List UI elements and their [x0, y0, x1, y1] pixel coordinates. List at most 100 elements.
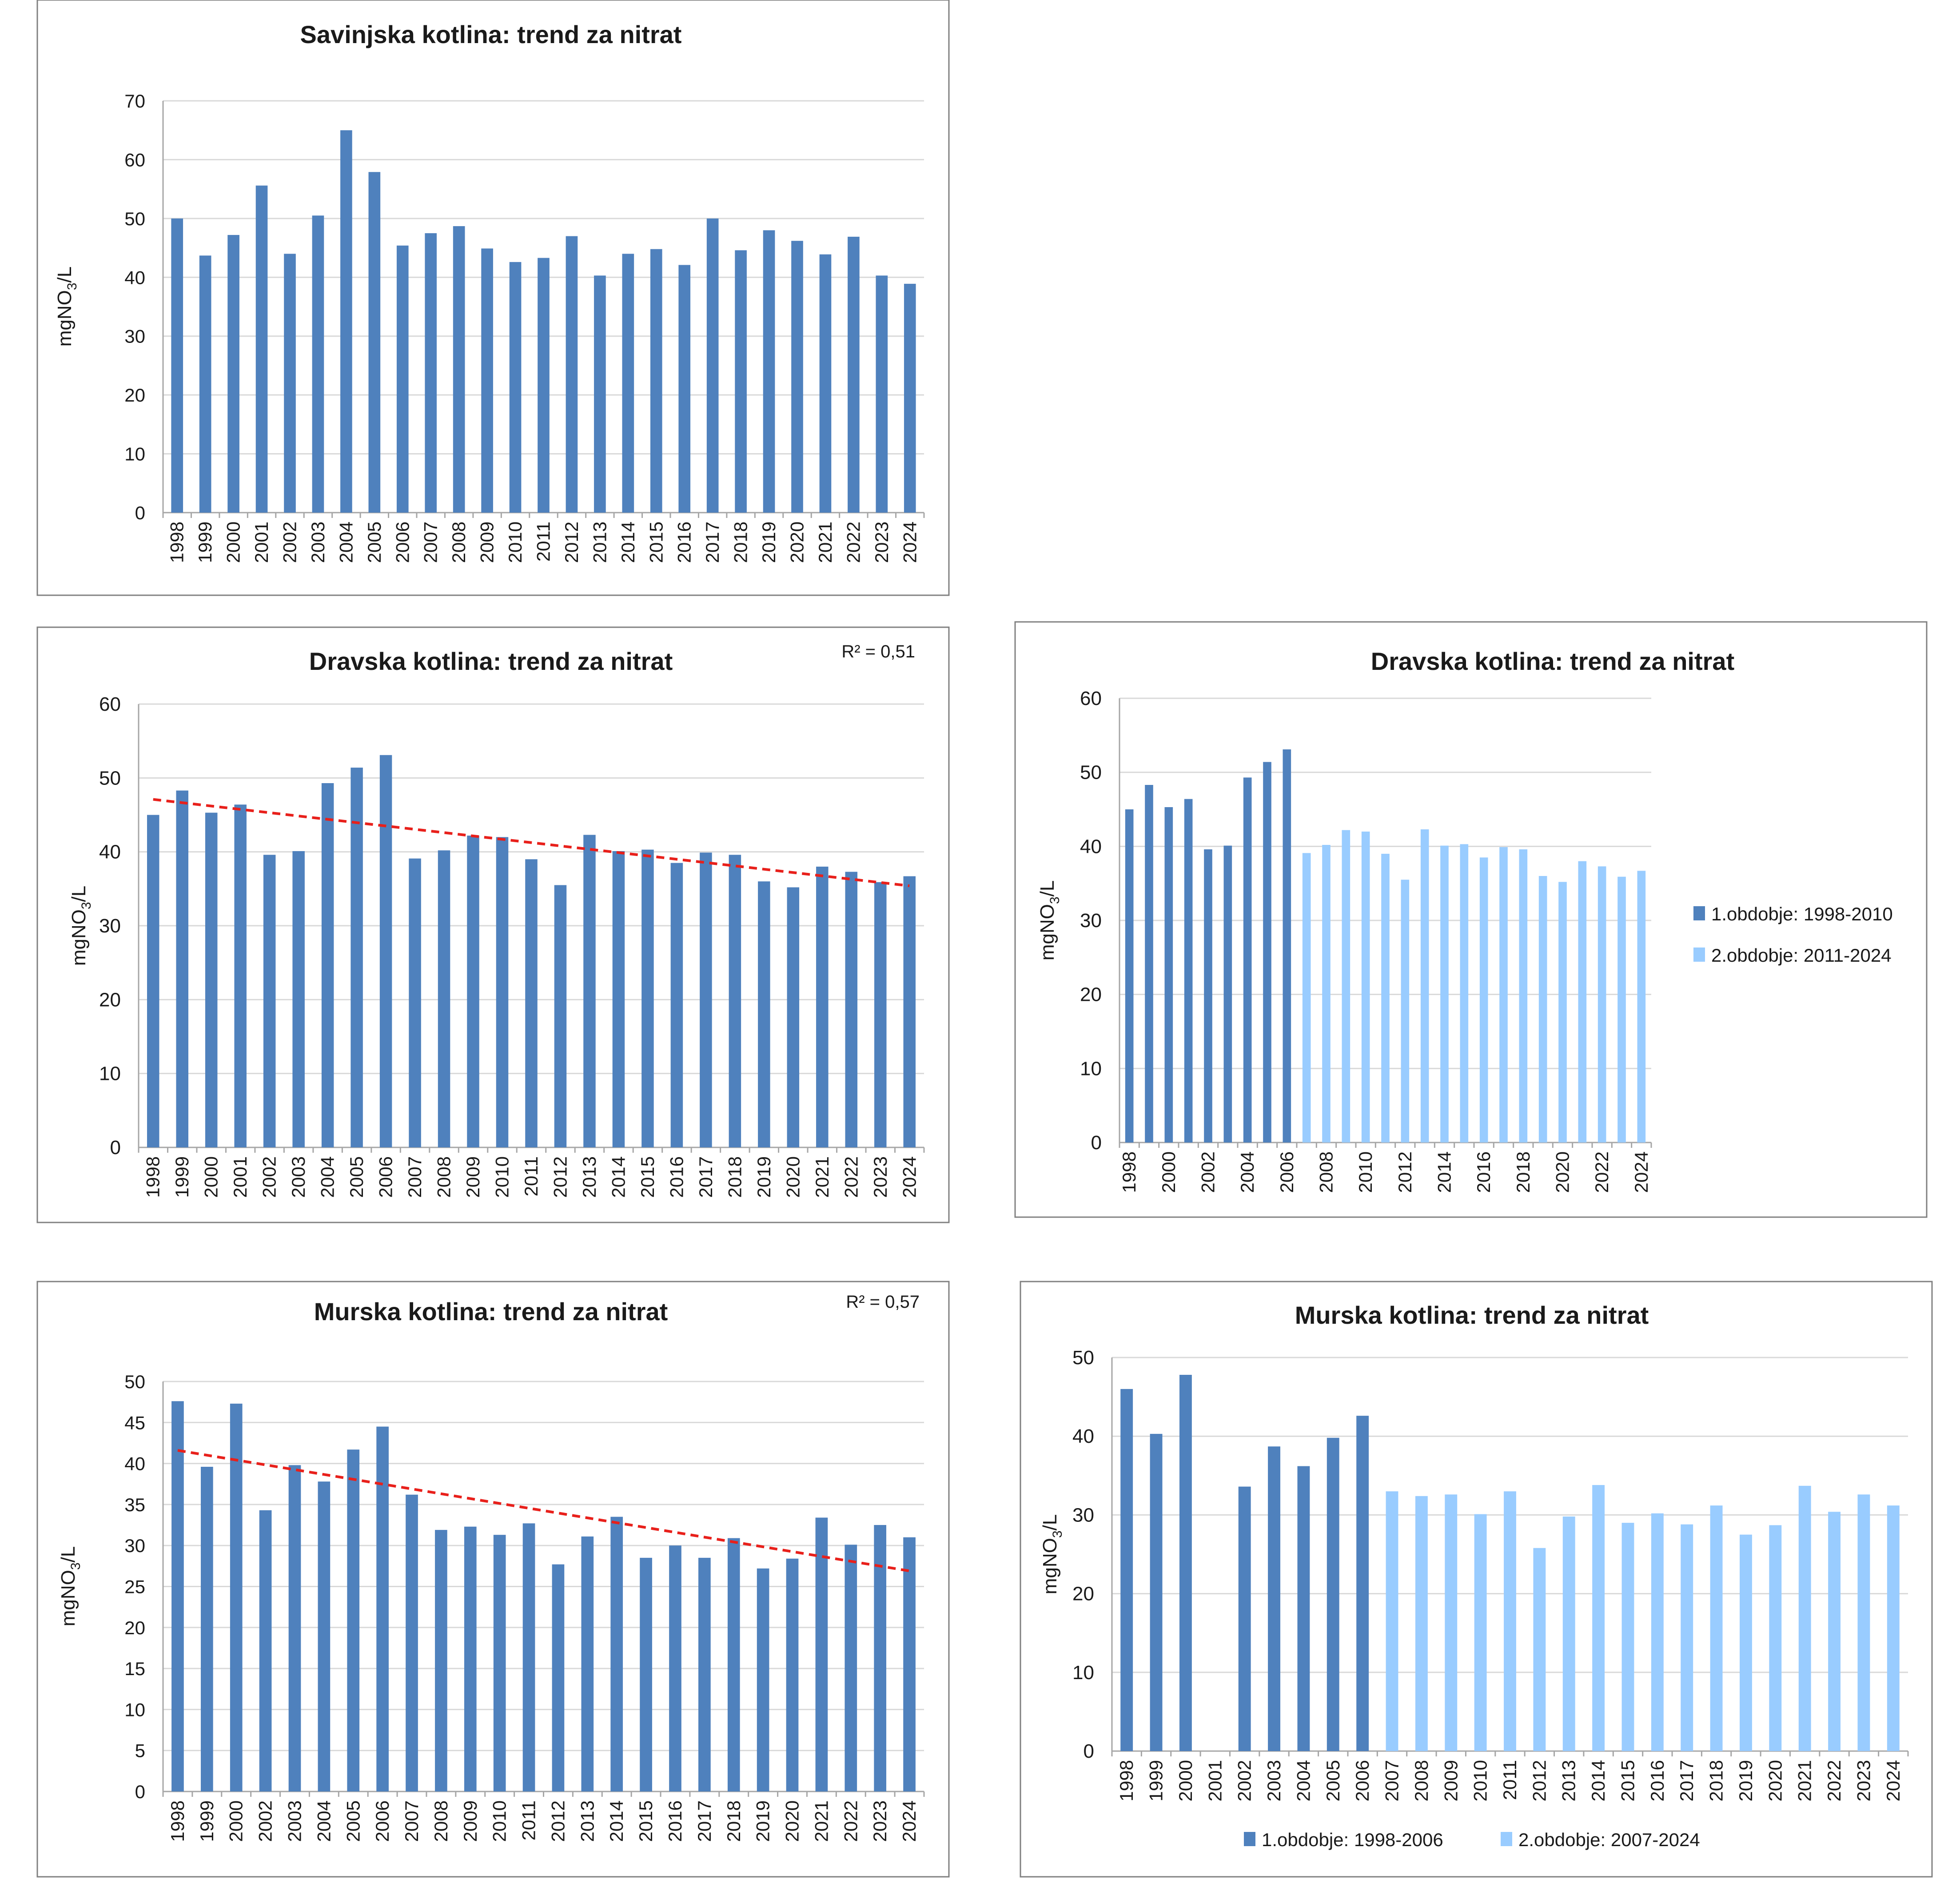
bar [406, 1494, 418, 1792]
bar [1381, 854, 1390, 1143]
bar [1828, 1512, 1841, 1751]
x-tick-label: 2012 [550, 1156, 570, 1198]
bar [1479, 857, 1488, 1143]
x-tick-label: 2015 [1617, 1760, 1638, 1801]
bar [464, 1526, 477, 1792]
chart-title: Savinjska kotlina: trend za nitrat [300, 20, 682, 48]
bar [1769, 1525, 1782, 1751]
x-tick-label: 2018 [724, 1156, 745, 1198]
bar [554, 885, 567, 1147]
bar [1460, 844, 1469, 1143]
bar [594, 275, 606, 513]
x-tick-label: 2004 [1237, 1151, 1258, 1193]
x-tick-label: 2010 [492, 1156, 513, 1198]
y-axis-label-sub: 3 [68, 1562, 83, 1570]
x-tick-label: 2024 [899, 1156, 920, 1198]
x-tick-label: 2006 [1276, 1151, 1297, 1193]
y-axis-label-tail: /L [1039, 1514, 1061, 1531]
chart-title: Murska kotlina: trend za nitrat [1295, 1301, 1649, 1329]
x-tick-label: 2014 [1434, 1151, 1455, 1193]
bar [321, 783, 334, 1147]
y-tick-label: 0 [1091, 1132, 1102, 1154]
bar [368, 172, 381, 513]
bar [1533, 1548, 1546, 1751]
x-tick-label: 2019 [758, 522, 779, 563]
bar [698, 1557, 711, 1792]
x-tick-label: 2013 [577, 1800, 598, 1842]
x-tick-label: 2014 [1588, 1760, 1609, 1801]
bar [758, 881, 770, 1147]
y-axis-label-sub: 3 [79, 902, 94, 909]
bar [1578, 861, 1587, 1143]
bar [1651, 1513, 1664, 1751]
bar [1740, 1534, 1752, 1751]
chart-border [36, 626, 950, 1223]
y-axis-label-tail: /L [68, 886, 90, 902]
x-tick-label: 2004 [313, 1800, 334, 1842]
x-tick-label: 1999 [195, 522, 215, 563]
bar [318, 1481, 331, 1792]
x-tick-label: 2003 [307, 522, 328, 563]
bar [1440, 845, 1449, 1143]
bar [1710, 1505, 1723, 1751]
x-tick-label: 2023 [870, 1156, 891, 1198]
bar [729, 855, 741, 1147]
x-tick-label: 2000 [1158, 1151, 1179, 1193]
x-tick-label: 2017 [695, 1156, 716, 1198]
bar [566, 236, 578, 513]
x-tick-label: 2020 [787, 522, 808, 563]
bar [1798, 1485, 1811, 1751]
x-tick-label: 1998 [167, 1800, 188, 1842]
y-tick-label: 10 [99, 1063, 121, 1085]
bar [1420, 829, 1429, 1143]
bar [1179, 1374, 1192, 1751]
x-tick-label: 2006 [1352, 1760, 1373, 1801]
y-tick-label: 0 [135, 502, 145, 523]
y-axis-label: mgNO3/L [68, 886, 94, 966]
x-tick-label: 2020 [782, 1800, 803, 1842]
bar [583, 835, 596, 1147]
y-axis-label-main: mgNO [54, 290, 76, 346]
bar [786, 1558, 799, 1792]
x-tick-label: 2000 [201, 1156, 222, 1198]
y-tick-label: 20 [124, 385, 145, 406]
bar [1597, 866, 1606, 1143]
bar [1356, 1416, 1369, 1751]
y-axis-label-sub: 3 [65, 283, 80, 290]
bar [396, 245, 409, 513]
y-axis-label-tail: /L [54, 267, 76, 283]
x-tick-label: 2014 [617, 522, 638, 563]
x-tick-label: 2012 [1529, 1760, 1550, 1801]
y-tick-label: 35 [124, 1494, 145, 1515]
bar [234, 804, 247, 1147]
bar [640, 1557, 652, 1792]
x-tick-label: 2023 [1853, 1760, 1874, 1801]
y-axis-label: mgNO3/L [1036, 880, 1062, 961]
y-tick-label: 15 [124, 1658, 145, 1679]
y-tick-label: 40 [124, 1453, 145, 1474]
bar [706, 218, 719, 513]
x-tick-label: 2024 [899, 522, 920, 563]
x-tick-label: 2015 [645, 522, 666, 563]
bar [903, 876, 916, 1147]
bar [1297, 1466, 1310, 1751]
bar [1681, 1524, 1693, 1751]
x-tick-label: 2008 [1411, 1760, 1432, 1801]
x-tick-label: 2017 [702, 522, 723, 563]
x-tick-label: 2011 [533, 522, 554, 561]
bar [581, 1536, 594, 1792]
bar [1184, 799, 1193, 1143]
bar [425, 233, 437, 513]
x-tick-label: 2000 [223, 522, 244, 563]
x-tick-label: 2013 [589, 522, 610, 563]
bar [1150, 1433, 1163, 1751]
x-tick-label: 2020 [782, 1156, 803, 1198]
x-tick-label: 2020 [1552, 1151, 1573, 1193]
y-axis-label: mgNO3/L [57, 1546, 83, 1627]
x-tick-label: 2004 [1293, 1760, 1314, 1801]
y-tick-label: 20 [1080, 984, 1102, 1006]
y-tick-label: 10 [124, 1699, 145, 1720]
bar [1120, 1389, 1133, 1751]
x-tick-label: 2014 [608, 1156, 629, 1198]
